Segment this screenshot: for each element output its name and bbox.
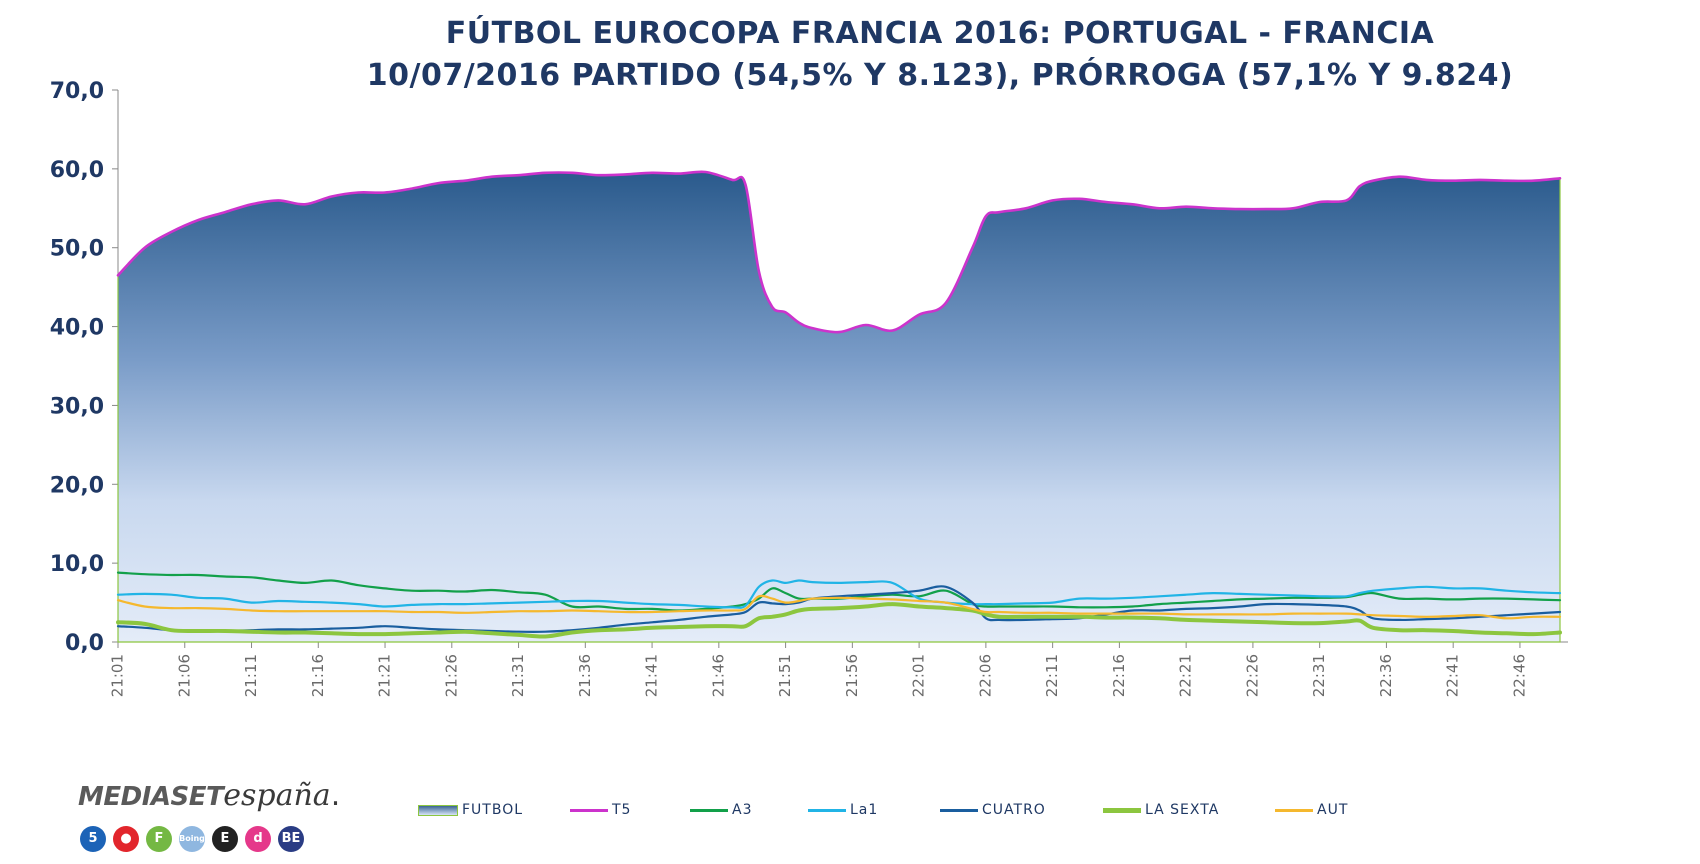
x-tick-label: 22:16 [1110, 654, 1128, 697]
legend-label: A3 [732, 802, 753, 818]
x-tick-label: 21:21 [376, 654, 394, 697]
x-tick-label: 22:36 [1377, 654, 1395, 697]
x-tick-label: 22:31 [1310, 654, 1328, 697]
channel-badge: E [212, 826, 238, 852]
y-tick-label: 70,0 [50, 79, 104, 104]
series-t5-line [116, 170, 1562, 334]
y-tick-label: 40,0 [50, 316, 104, 341]
legend-swatch [808, 808, 846, 812]
y-tick-label: 30,0 [50, 394, 104, 419]
x-tick-label: 21:46 [709, 654, 727, 697]
legend-label: AUT [1317, 802, 1349, 818]
legend-swatch [570, 808, 608, 812]
x-tick-label: 21:41 [643, 654, 661, 697]
legend-swatch [690, 808, 728, 812]
x-tick-label: 21:51 [776, 654, 794, 697]
x-tick-label: 22:21 [1177, 654, 1195, 697]
series-la1-line [116, 579, 1562, 609]
legend-item: FUTBOL [418, 800, 523, 820]
y-tick-label: 60,0 [50, 158, 104, 183]
x-tick-label: 21:56 [843, 654, 861, 697]
channel-badge: 5 [80, 826, 106, 852]
tick-labels: 0,0 10,0 20,0 30,0 40,0 50,0 60,0 70,0 21:01 21:0… [50, 79, 1529, 697]
y-tick-label: 0,0 [65, 631, 104, 656]
series-aut-line [116, 594, 1562, 620]
area-series [117, 171, 1561, 643]
logo-brand-bold: MEDIASET [78, 782, 224, 812]
series-futbol-area [117, 171, 1561, 643]
y-tick-label: 10,0 [50, 552, 104, 577]
x-tick-label: 21:06 [175, 654, 193, 697]
x-tick-label: 22:01 [910, 654, 928, 697]
legend-item: A3 [690, 800, 752, 820]
legend-label: La1 [850, 802, 879, 818]
channel-badge: ● [113, 826, 139, 852]
legend-label: FUTBOL [462, 802, 524, 818]
line-series [116, 170, 1562, 639]
legend-item: AUT [1275, 800, 1348, 820]
x-tick-label: 21:36 [576, 654, 594, 697]
legend-label: T5 [612, 802, 632, 818]
x-tick-label: 21:01 [109, 654, 127, 697]
channel-badge: BE [278, 826, 304, 852]
x-tick-label: 21:31 [509, 654, 527, 697]
x-tick-label: 21:11 [242, 654, 260, 697]
legend-swatch [1103, 807, 1141, 813]
y-tick-label: 20,0 [50, 473, 104, 498]
x-tick-label: 22:41 [1444, 654, 1462, 697]
channel-badge: F [146, 826, 172, 852]
series-la-sexta-line [116, 602, 1562, 639]
x-tick-label: 22:11 [1043, 654, 1061, 697]
legend-swatch [940, 808, 978, 812]
channel-badge: d [245, 826, 271, 852]
legend-item: T5 [570, 800, 631, 820]
x-tick-label: 22:46 [1510, 654, 1528, 697]
legend-item: CUATRO [940, 800, 1046, 820]
legend-swatch [418, 804, 458, 816]
x-tick-label: 22:26 [1243, 654, 1261, 697]
chart-title: FÚTBOL EUROCOPA FRANCIA 2016: PORTUGAL -… [445, 16, 1435, 51]
legend-item: LA SEXTA [1103, 800, 1219, 820]
channel-badge: Boing [179, 826, 205, 852]
legend-item: La1 [808, 800, 878, 820]
x-tick-label: 22:06 [976, 654, 994, 697]
mediaset-logo: MEDIASETespaña. [78, 778, 341, 813]
legend-swatch [1275, 808, 1313, 812]
legend-label: CUATRO [982, 802, 1046, 818]
chart-subtitle: 10/07/2016 PARTIDO (54,5% Y 8.123), PRÓR… [366, 58, 1514, 93]
x-tick-label: 21:26 [442, 654, 460, 697]
x-tick-label: 21:16 [309, 654, 327, 697]
legend-label: LA SEXTA [1145, 802, 1220, 818]
logo-brand-italic: españa [223, 778, 331, 813]
y-tick-label: 50,0 [50, 237, 104, 262]
